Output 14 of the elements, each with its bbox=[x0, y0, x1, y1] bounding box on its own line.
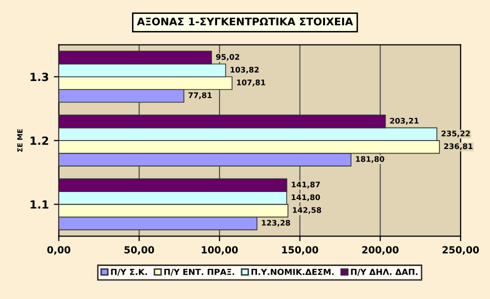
x-tick-label: 150,00 bbox=[282, 246, 318, 255]
legend-label: Π.Υ.ΝΟΜΙΚ.ΔΕΣΜ. bbox=[252, 268, 334, 276]
legend-label: Π/Υ ΔΗΛ. ΔΑΠ. bbox=[351, 268, 418, 276]
x-tick-label: 50,00 bbox=[124, 246, 154, 255]
legend-label: Π/Υ Σ.Κ. bbox=[111, 268, 147, 276]
x-tick-label: 0,00 bbox=[47, 246, 70, 255]
y-tick-label: 1.2 bbox=[30, 136, 48, 145]
x-tick-label: 250,00 bbox=[442, 246, 479, 255]
x-tick-label: 100,00 bbox=[202, 246, 238, 255]
y-tick-label: 1.1 bbox=[30, 200, 48, 209]
x-tick-label: 200,00 bbox=[362, 246, 399, 255]
chart-title: ΑΞΟΝΑΣ 1-ΣΥΓΚΕΝΤΡΩΤΙΚΑ ΣΤΟΙΧΕΙΑ bbox=[136, 18, 354, 26]
legend-label: Π/Υ ΕΝΤ. ΠΡΑΞ. bbox=[164, 268, 234, 276]
y-tick-label: 1.3 bbox=[30, 72, 48, 82]
